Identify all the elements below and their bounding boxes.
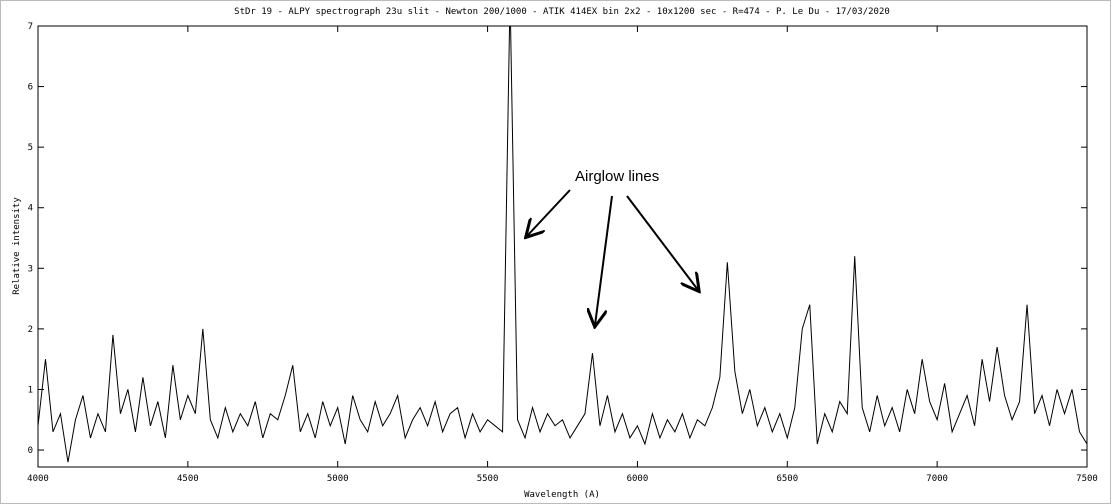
x-tick-label: 4500 bbox=[177, 474, 199, 484]
x-tick-label: 4000 bbox=[27, 474, 49, 484]
x-tick-label: 6000 bbox=[627, 474, 649, 484]
y-tick-label: 5 bbox=[28, 143, 33, 153]
y-axis-label: Relative intensity bbox=[12, 197, 22, 295]
annotation-arrows bbox=[527, 189, 698, 325]
y-tick-label: 1 bbox=[28, 385, 33, 395]
plot-border bbox=[37, 25, 1088, 468]
y-tick-label: 7 bbox=[28, 22, 33, 32]
y-tick-label: 2 bbox=[28, 325, 33, 335]
x-tick-label: 5000 bbox=[327, 474, 349, 484]
x-tick-label: 5500 bbox=[477, 474, 499, 484]
y-tick-label: 0 bbox=[28, 446, 33, 456]
x-tick-label: 6500 bbox=[776, 474, 798, 484]
x-axis-label: Wavelength (A) bbox=[524, 490, 600, 500]
y-tick-label: 3 bbox=[28, 264, 33, 274]
chart-title: StDr 19 - ALPY spectrograph 23u slit - N… bbox=[234, 7, 890, 17]
y-tick-label: 4 bbox=[28, 204, 33, 214]
annotation: Airglow lines bbox=[575, 168, 659, 185]
x-tick-label: 7000 bbox=[926, 474, 948, 484]
x-tick-label: 7500 bbox=[1076, 474, 1098, 484]
y-tick-label: 6 bbox=[28, 83, 33, 93]
spectrum-line bbox=[38, 26, 1087, 463]
